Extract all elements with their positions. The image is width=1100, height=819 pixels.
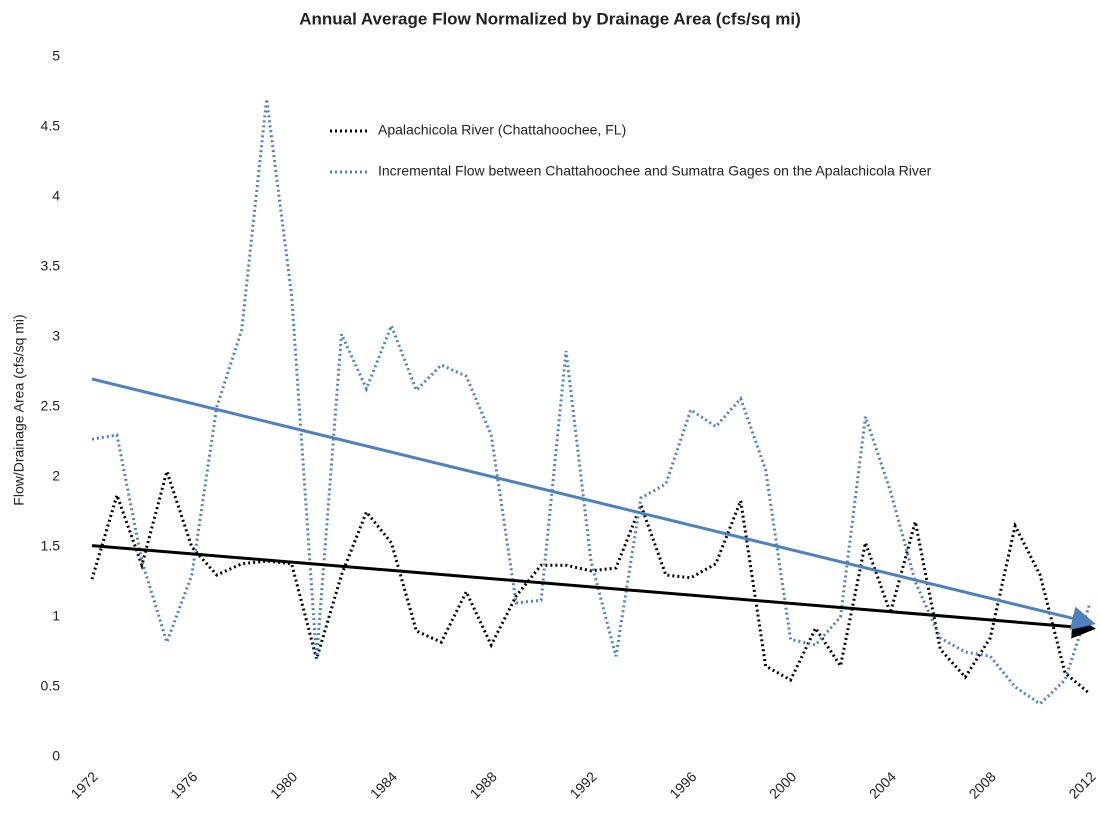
chart-title: Annual Average Flow Normalized by Draina… bbox=[299, 9, 801, 28]
trend-line bbox=[91, 377, 1096, 630]
series-line bbox=[91, 98, 1092, 706]
x-tick-label: 1996 bbox=[666, 768, 699, 801]
y-tick-label: 3.5 bbox=[41, 258, 61, 274]
y-tick-label: 3 bbox=[52, 328, 60, 344]
x-tick-label: 1972 bbox=[67, 768, 100, 801]
y-tick-label: 2.5 bbox=[41, 398, 61, 414]
series-line bbox=[90, 466, 1091, 696]
x-tick-label: 2004 bbox=[866, 768, 899, 801]
x-tick-label: 1984 bbox=[367, 768, 400, 801]
y-tick-label: 2 bbox=[52, 468, 60, 484]
y-tick-label: 5 bbox=[52, 48, 60, 64]
x-tick-label: 2008 bbox=[966, 768, 999, 801]
y-tick-label: 4 bbox=[52, 188, 60, 204]
y-tick-label: 1 bbox=[52, 608, 60, 624]
trend-line bbox=[91, 544, 1096, 639]
y-tick-label: 0.5 bbox=[41, 678, 61, 694]
y-axis-label: Flow/Drainage Area (cfs/sq mi) bbox=[11, 314, 27, 505]
x-tick-label: 1992 bbox=[566, 768, 599, 801]
y-tick-label: 1.5 bbox=[41, 538, 61, 554]
x-tick-label: 1980 bbox=[267, 768, 300, 801]
x-tick-label: 1976 bbox=[167, 768, 200, 801]
legend-label: Incremental Flow between Chattahoochee a… bbox=[378, 163, 932, 179]
x-tick-label: 2012 bbox=[1065, 768, 1098, 801]
y-tick-label: 4.5 bbox=[41, 118, 61, 134]
x-tick-label: 2000 bbox=[766, 768, 799, 801]
legend-label: Apalachicola River (Chattahoochee, FL) bbox=[378, 122, 626, 138]
y-tick-label: 0 bbox=[52, 748, 60, 764]
x-tick-label: 1988 bbox=[467, 768, 500, 801]
